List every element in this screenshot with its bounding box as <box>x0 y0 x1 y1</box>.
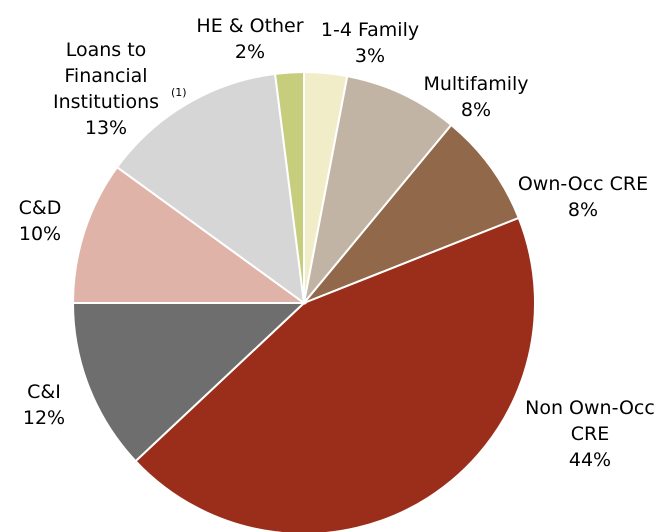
label-he-and-other: HE & Other <box>196 15 303 37</box>
footnote-loans-fi: (1) <box>171 86 187 99</box>
value-non-own-occ-cre: 44% <box>569 449 611 471</box>
pie-slice-multifamily <box>303 74 453 304</box>
value-1-4-family: 3% <box>355 45 385 67</box>
label-loans-fi-line2: Financial <box>64 65 147 87</box>
label-c-and-i: C&I <box>27 381 61 403</box>
label-1-4-family: 1-4 Family <box>321 19 419 41</box>
value-c-and-d: 10% <box>19 223 61 245</box>
pie-slice-non-own-occ-cre <box>134 216 536 532</box>
pie-slices <box>71 70 536 532</box>
label-loans-fi-line3: Institutions <box>53 91 159 113</box>
value-c-and-i: 12% <box>23 407 65 429</box>
value-own-occ-cre: 8% <box>568 199 598 221</box>
label-non-own-occ-cre-line1: Non Own-Occ <box>525 397 655 419</box>
label-multifamily: Multifamily <box>423 73 528 95</box>
pie-labels: 1-4 Family 3% Multifamily 8% Own-Occ CRE… <box>19 15 655 471</box>
value-he-and-other: 2% <box>235 41 265 63</box>
label-non-own-occ-cre-line2: CRE <box>571 423 609 445</box>
pie-slice-he-other <box>273 70 305 304</box>
pie-slice-c-d <box>71 165 308 304</box>
label-own-occ-cre: Own-Occ CRE <box>518 173 648 195</box>
pie-slice-own-occ-cre <box>303 123 521 304</box>
pie-slice-loans-to-financial-institutions <box>115 72 306 306</box>
label-c-and-d: C&D <box>19 197 62 219</box>
value-loans-fi: 13% <box>85 117 127 139</box>
pie-slice-c-i <box>71 302 307 463</box>
value-multifamily: 8% <box>461 99 491 121</box>
label-loans-fi-line1: Loans to <box>66 39 147 61</box>
